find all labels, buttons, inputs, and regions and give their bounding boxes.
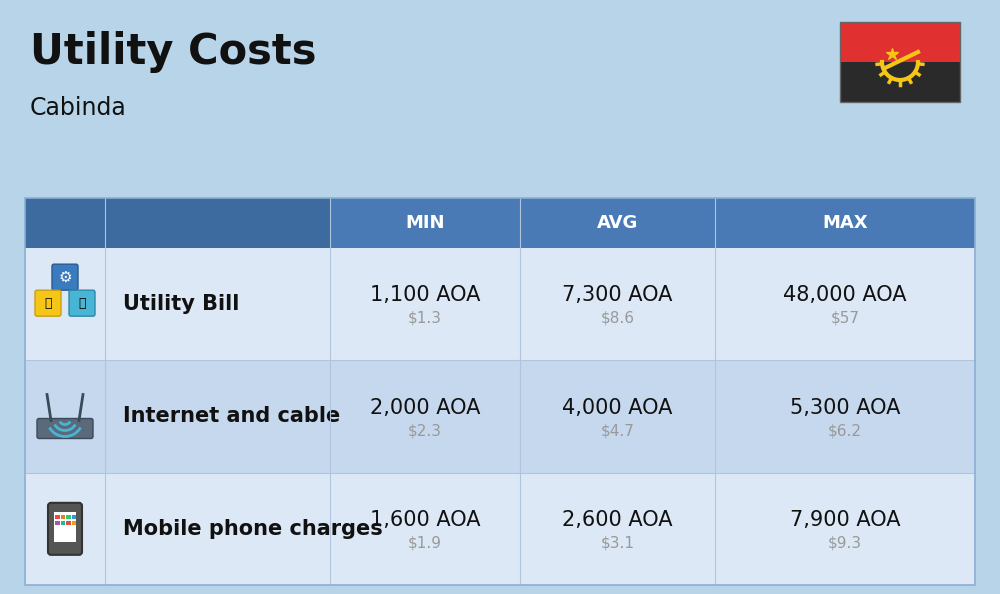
FancyBboxPatch shape (60, 515, 65, 519)
Text: 4,000 AOA: 4,000 AOA (562, 397, 673, 418)
FancyBboxPatch shape (72, 515, 76, 519)
Text: Utility Costs: Utility Costs (30, 31, 316, 73)
FancyBboxPatch shape (69, 290, 95, 316)
Text: Internet and cable: Internet and cable (123, 406, 340, 426)
Text: AVG: AVG (597, 214, 638, 232)
Polygon shape (840, 22, 960, 62)
Text: $4.7: $4.7 (601, 423, 634, 438)
FancyBboxPatch shape (54, 512, 76, 542)
FancyBboxPatch shape (25, 361, 975, 473)
Text: 1,100 AOA: 1,100 AOA (370, 285, 480, 305)
FancyBboxPatch shape (25, 198, 105, 248)
FancyBboxPatch shape (25, 248, 975, 361)
Text: MIN: MIN (405, 214, 445, 232)
FancyBboxPatch shape (105, 198, 330, 248)
Text: Mobile phone charges: Mobile phone charges (123, 519, 383, 539)
Text: 2,600 AOA: 2,600 AOA (562, 510, 673, 530)
Text: 2,000 AOA: 2,000 AOA (370, 397, 480, 418)
Text: 7,300 AOA: 7,300 AOA (562, 285, 673, 305)
Text: 1,600 AOA: 1,600 AOA (370, 510, 480, 530)
Text: $9.3: $9.3 (828, 535, 862, 550)
Text: $6.2: $6.2 (828, 423, 862, 438)
FancyBboxPatch shape (35, 290, 61, 316)
Text: 7,900 AOA: 7,900 AOA (790, 510, 900, 530)
Text: 5,300 AOA: 5,300 AOA (790, 397, 900, 418)
FancyBboxPatch shape (66, 515, 70, 519)
Text: $2.3: $2.3 (408, 423, 442, 438)
FancyBboxPatch shape (55, 521, 60, 525)
Text: $8.6: $8.6 (600, 311, 635, 326)
Text: 48,000 AOA: 48,000 AOA (783, 285, 907, 305)
FancyBboxPatch shape (72, 521, 76, 525)
FancyBboxPatch shape (55, 515, 60, 519)
FancyBboxPatch shape (52, 264, 78, 290)
Text: $1.9: $1.9 (408, 535, 442, 550)
Text: 💧: 💧 (78, 296, 86, 309)
FancyBboxPatch shape (25, 198, 975, 248)
FancyBboxPatch shape (66, 521, 70, 525)
Polygon shape (840, 62, 960, 102)
FancyBboxPatch shape (60, 521, 65, 525)
Text: $3.1: $3.1 (600, 535, 635, 550)
FancyBboxPatch shape (37, 419, 93, 438)
Text: ⚙: ⚙ (58, 270, 72, 285)
Text: MAX: MAX (822, 214, 868, 232)
FancyBboxPatch shape (25, 473, 975, 585)
FancyBboxPatch shape (48, 503, 82, 555)
Text: 🔌: 🔌 (44, 296, 52, 309)
Text: Cabinda: Cabinda (30, 96, 127, 120)
Text: Utility Bill: Utility Bill (123, 294, 239, 314)
Text: $57: $57 (830, 311, 860, 326)
Text: $1.3: $1.3 (408, 311, 442, 326)
